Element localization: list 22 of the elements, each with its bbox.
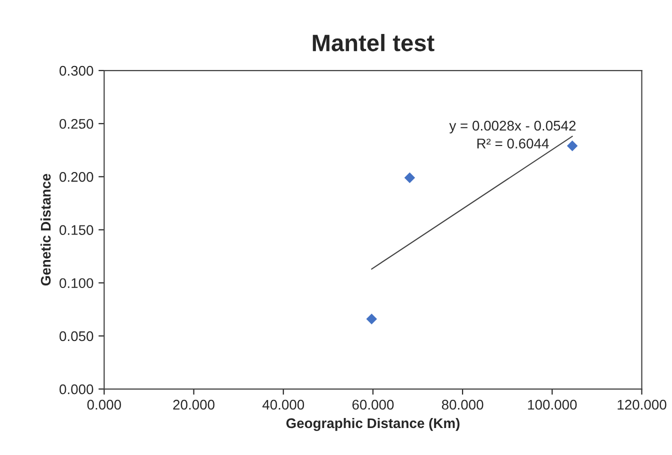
point — [366, 314, 377, 324]
point — [404, 172, 416, 184]
x-axis-title: Geographic Distance (Km) — [286, 418, 460, 431]
chart-title: Mantel test — [312, 34, 434, 52]
x-tick-label: 40.000 — [262, 400, 304, 410]
y-axis-title: Genetic Distance — [40, 174, 51, 286]
x-tick-label: 60.000 — [352, 400, 394, 410]
annotation: R² = 0.6044 — [477, 138, 549, 148]
x-tick-label: 0.000 — [87, 400, 121, 410]
y-tick-label: 0.000 — [60, 384, 94, 394]
y-tick-label: 0.050 — [60, 331, 94, 342]
y-tick-label: 0.200 — [60, 172, 94, 182]
y-tick-label: 0.100 — [60, 278, 94, 288]
y-tick-label: 0.300 — [60, 66, 94, 76]
annotation: y = 0.0028x - 0.0542 — [449, 120, 576, 134]
y-tick-label: 0.250 — [60, 118, 94, 129]
x-tick-label: 120.000 — [618, 400, 666, 410]
x-tick-label: 20.000 — [173, 400, 214, 410]
y-tick-label: 0.150 — [60, 225, 94, 235]
x-tick-label: 80.000 — [442, 400, 484, 410]
x-tick-label: 100.000 — [528, 400, 577, 410]
point — [566, 140, 578, 152]
